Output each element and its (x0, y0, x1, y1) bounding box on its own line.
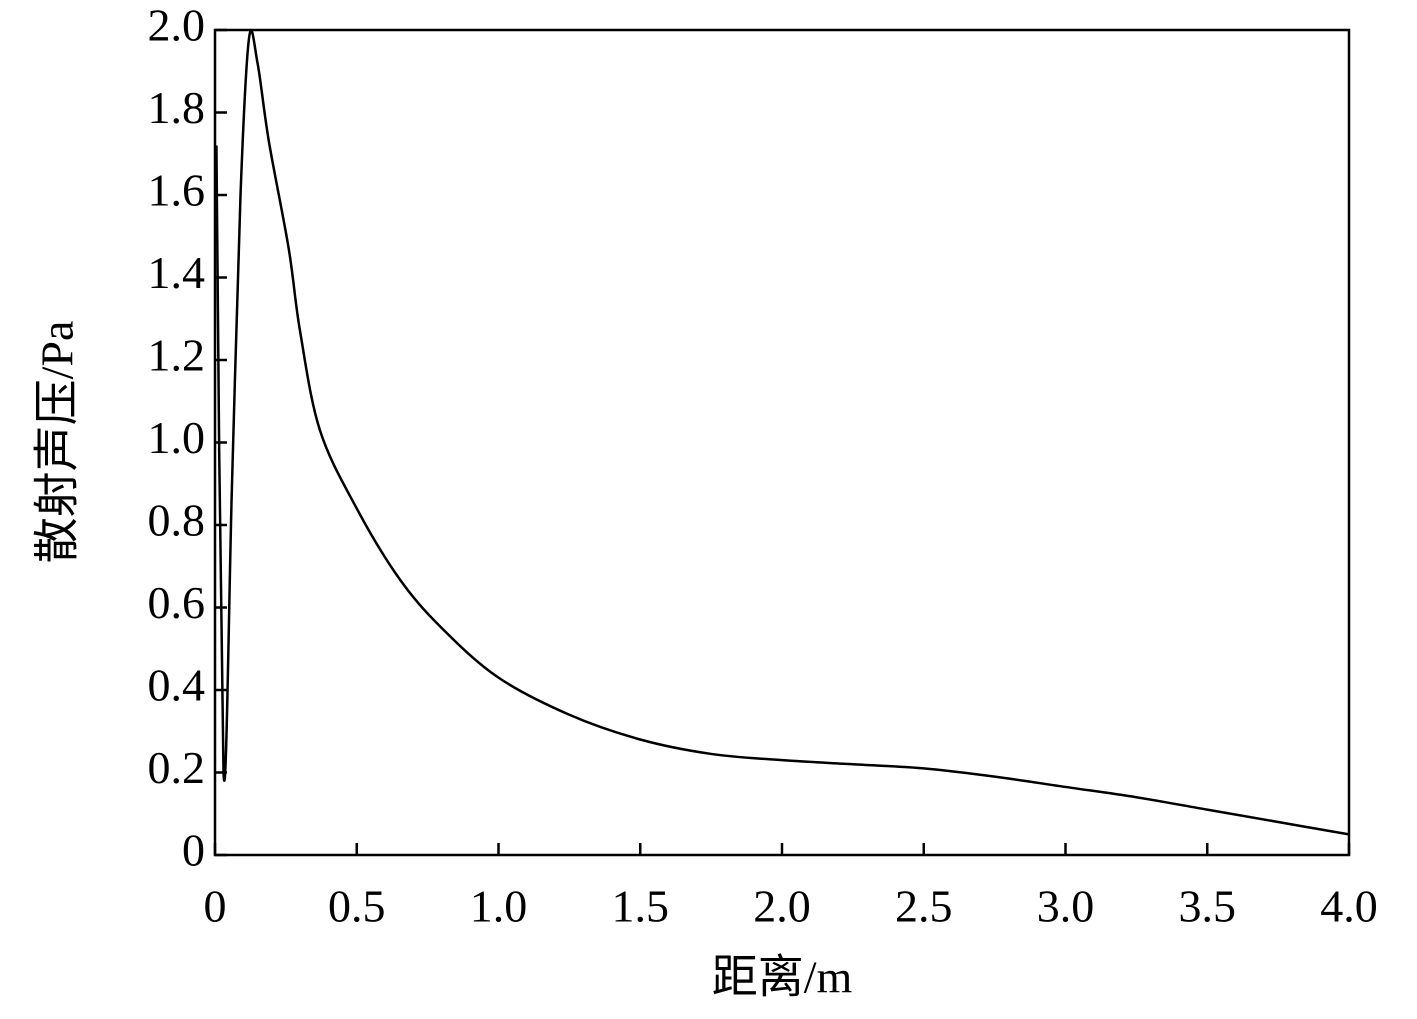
y-tick-label: 1.6 (148, 165, 206, 216)
y-tick-label: 1.8 (148, 82, 206, 133)
plot-frame (213, 28, 1351, 857)
x-tick-label: 3.0 (1037, 881, 1095, 932)
x-axis-title: 距离/m (712, 952, 853, 1003)
y-tick-label: 0.2 (148, 742, 206, 793)
x-tick-label: 2.5 (895, 881, 953, 932)
y-axis-title: 散射声压/Pa (32, 321, 83, 564)
y-tick-label: 1.0 (148, 412, 206, 463)
y-tick-label: 1.2 (148, 330, 206, 381)
y-tick-label: 0 (182, 825, 205, 876)
y-tick-label: 0.8 (148, 495, 206, 546)
y-tick-label: 0.4 (148, 660, 206, 711)
x-tick-label: 0 (204, 881, 227, 932)
data-line (215, 29, 1350, 836)
x-tick-label: 1.0 (470, 881, 528, 932)
x-tick-label: 3.5 (1179, 881, 1237, 932)
x-tick-label: 4.0 (1320, 881, 1378, 932)
x-tick-label: 0.5 (328, 881, 386, 932)
y-tick-label: 1.4 (148, 247, 206, 298)
y-tick-label: 2.0 (148, 0, 206, 51)
x-tick-label: 2.0 (753, 881, 811, 932)
x-tick-label: 1.5 (612, 881, 670, 932)
y-tick-label: 0.6 (148, 577, 206, 628)
